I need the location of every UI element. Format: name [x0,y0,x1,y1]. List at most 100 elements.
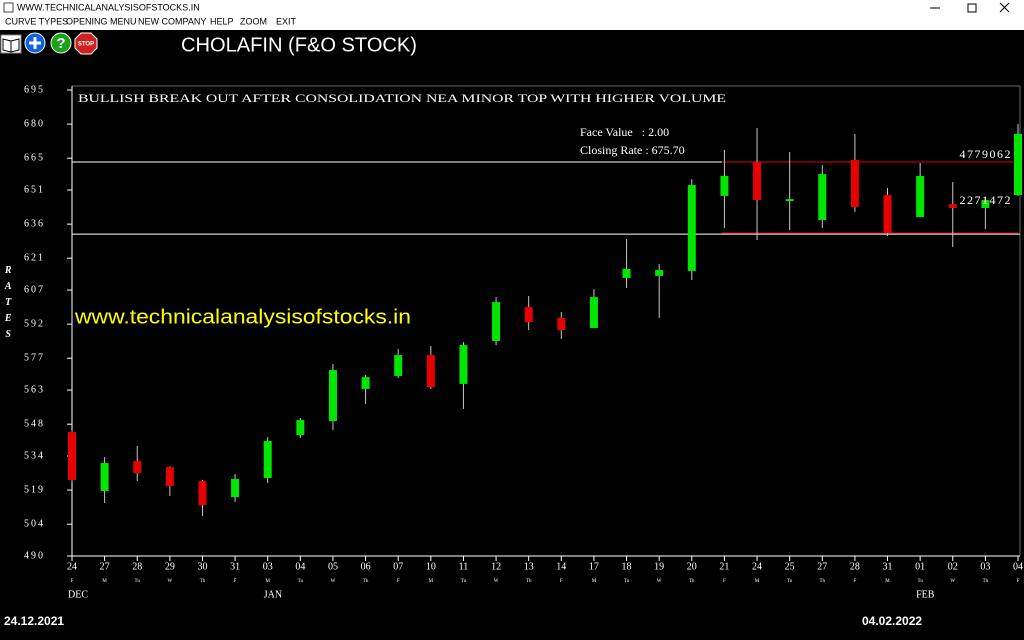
y-tick-label: 695 [24,84,45,95]
weekday-label: W [950,579,955,584]
x-tick-label: 25 [785,561,795,572]
x-tick-label: 20 [687,561,697,572]
x-tick-label: 04 [295,561,305,572]
closing-rate: Closing Rate : 675.70 [580,143,685,157]
x-tick-label: 28 [132,561,142,572]
x-tick-label: 10 [426,561,436,572]
x-tick-label: 27 [817,561,827,572]
y-tick-label: 621 [24,253,45,264]
weekday-label: M [102,579,107,584]
x-tick-label: 07 [393,561,403,572]
y-tick-label: 534 [24,450,45,461]
candle-body [981,200,990,208]
menu-item[interactable]: ZOOM [240,16,267,26]
toolbar: ? STOP [0,32,98,55]
menu-item[interactable]: HELP [210,16,234,26]
candle-body [133,460,142,474]
weekday-label: W [331,579,336,584]
y-tick-label: 636 [24,218,45,229]
y-tick-label: 680 [24,118,45,129]
weekday-label: Tu [917,579,923,584]
weekday-label: Th [689,579,695,584]
weekday-label: Tu [787,579,793,584]
candle-body [557,317,566,331]
candle-body [328,370,337,421]
annotation: BULLISH BREAK OUT AFTER CONSOLIDATION NE… [78,91,726,105]
menu-item[interactable]: NEW COMPANY [138,16,206,26]
weekday-label: W [494,579,499,584]
y-tick-label: 665 [24,152,45,163]
window-title: WWW.TECHNICALANALYSISOFSTOCKS.IN [17,2,200,12]
x-tick-label: 19 [654,561,664,572]
weekday-label: Th [363,579,369,584]
candle-body [361,377,370,389]
x-tick-label: 05 [328,561,338,572]
weekday-label: F [71,579,74,584]
weekday-label: M [429,579,434,584]
candle-body [883,195,892,233]
book-icon [2,38,20,53]
stop-button[interactable] [74,32,98,55]
candle-body [296,420,305,436]
close-button[interactable] [999,2,1010,13]
y-tick-label: 548 [24,418,45,429]
y-tick-label: 504 [24,518,45,529]
volume-label: 2271472 [960,193,1013,207]
candle-body [655,270,664,276]
volume-label: 4779062 [960,147,1013,161]
weekday-label: Th [983,579,989,584]
y-tick-label: 519 [24,484,45,495]
face-value: Face Value : 2.00 [580,125,669,139]
candle-body [687,185,696,271]
weekday-label: F [1017,579,1020,584]
candle-body [165,467,174,486]
x-tick-label: 12 [491,561,501,572]
x-tick-label: 03 [980,561,990,572]
candle-body [492,302,501,341]
x-tick-label: 18 [622,561,632,572]
candle-body [100,463,109,491]
menu-item[interactable]: CURVE TYPES [5,16,68,26]
x-tick-label: 14 [556,561,566,572]
weekday-label: Tu [461,579,467,584]
weekday-label: Th [526,579,532,584]
candle-body [426,355,435,388]
x-tick-label: 11 [459,561,469,572]
x-tick-label: 04 [1013,561,1023,572]
weekday-label: M [885,579,890,584]
menu-item[interactable]: EXIT [276,16,297,26]
watermark: www.technicalanalysisofstocks.in [74,306,411,328]
x-tick-label: 31 [883,561,893,572]
candle-body [720,175,729,196]
x-tick-label: 17 [589,561,599,572]
candle-body [589,297,598,329]
restore-button[interactable] [967,3,977,13]
candle-body [948,204,957,208]
candle-body [68,432,76,481]
candle-body [818,174,827,221]
x-tick-label: 03 [263,561,273,572]
candle-body [394,355,403,376]
candle-body [1014,133,1022,196]
window-chrome [0,0,1024,30]
candle-body [753,162,762,201]
y-tick-label: 651 [24,184,45,195]
end-date: 04.02.2022 [862,614,922,628]
help-button[interactable] [50,32,72,54]
y-tick-label: 490 [24,550,45,561]
y-axis-label: RATES [3,265,14,345]
y-tick-label: 592 [24,318,45,329]
candle-body [263,440,272,479]
x-tick-label: 30 [197,561,207,572]
weekday-label: Tu [298,579,304,584]
menu-item[interactable]: OPENING MENU [66,16,137,26]
chart-title: CHOLAFIN (F&O STOCK) [181,34,417,56]
weekday-label: Th [819,579,825,584]
weekday-label: W [167,579,172,584]
weekday-label: W [657,579,662,584]
y-tick-label: 577 [24,353,45,364]
y-tick-label: 607 [24,284,45,295]
x-tick-label: 24 [67,561,77,572]
weekday-label: M [592,579,597,584]
candle-body [459,345,468,384]
